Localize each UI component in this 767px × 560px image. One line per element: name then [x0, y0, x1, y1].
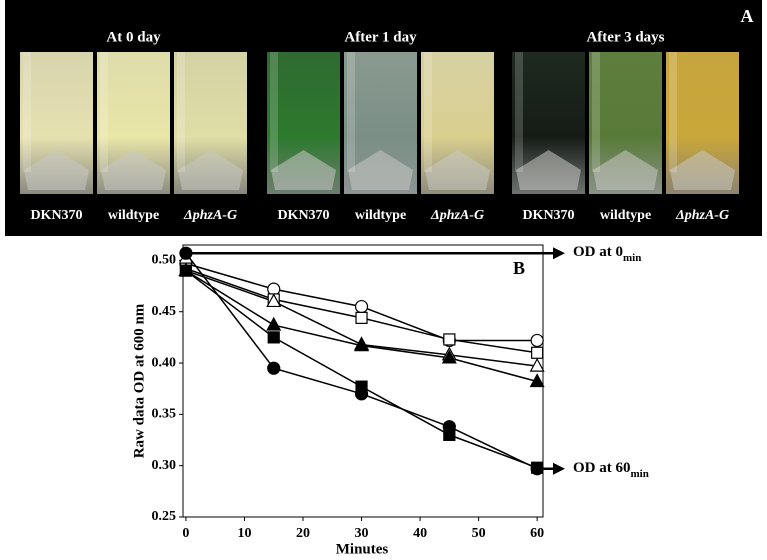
x-tick-label: 60	[530, 526, 544, 541]
marker	[531, 346, 544, 359]
tube-glass	[23, 52, 31, 172]
group-title: After 1 day	[344, 29, 417, 45]
tube-glass	[515, 52, 523, 172]
y-tick-label: 0.35	[152, 407, 177, 422]
y-tick-label: 0.25	[152, 509, 177, 524]
panel-label: A	[741, 6, 754, 26]
annotation: OD at 0min	[573, 245, 641, 264]
arrow-head	[553, 247, 565, 260]
tube-label: DKN370	[522, 208, 574, 223]
group-title: After 3 days	[586, 29, 664, 45]
y-axis-label: Raw data OD at 600 nm	[131, 303, 147, 458]
marker	[267, 331, 280, 344]
marker	[530, 333, 544, 348]
annotation-text: OD at 0	[573, 245, 623, 261]
marker	[529, 357, 545, 372]
tube-label: wildtype	[355, 208, 406, 223]
y-tick-label: 0.40	[152, 355, 177, 370]
tube-bottom	[593, 150, 658, 190]
marker	[266, 293, 282, 308]
tube-glass	[177, 52, 185, 172]
y-tick-label: 0.50	[152, 253, 177, 268]
tube-glass	[424, 52, 432, 172]
tube-label: wildtype	[108, 208, 159, 223]
tube-bottom	[670, 150, 735, 190]
marker	[355, 311, 368, 324]
x-tick-label: 30	[355, 526, 369, 541]
marker	[441, 349, 457, 364]
x-tick-label: 50	[472, 526, 486, 541]
x-tick-label: 40	[413, 526, 427, 541]
x-tick-label: 0	[182, 526, 189, 541]
series-line	[185, 252, 538, 470]
y-tick-label: 0.45	[152, 304, 177, 319]
tube-bottom	[348, 150, 413, 190]
annotation-subscript: min	[631, 467, 649, 479]
panel-label: B	[513, 258, 525, 278]
annotation-text: OD at 60	[573, 460, 631, 476]
marker	[179, 264, 193, 277]
tube-glass	[669, 52, 677, 172]
x-tick-label: 10	[237, 526, 251, 541]
plot-frame	[182, 244, 544, 518]
arrow-head	[553, 462, 565, 475]
tube-label: ΔphzA-G	[430, 208, 484, 223]
marker	[266, 316, 282, 331]
group-title: At 0 day	[106, 29, 161, 45]
marker	[267, 361, 281, 375]
marker	[354, 387, 369, 401]
tube-bottom	[516, 150, 581, 190]
annotation: OD at 60min	[573, 460, 649, 479]
marker	[354, 337, 370, 352]
annotation-subscript: min	[623, 252, 641, 264]
marker	[443, 333, 456, 346]
tube-label: wildtype	[600, 208, 651, 223]
tube-bottom	[24, 150, 89, 190]
tube-glass	[347, 52, 355, 172]
tube-bottom	[425, 150, 490, 190]
tube-glass	[592, 52, 600, 172]
y-tick-label: 0.30	[152, 458, 177, 473]
marker	[529, 373, 545, 388]
x-tick-label: 20	[296, 526, 310, 541]
tube-bottom	[178, 150, 243, 190]
tube-label: DKN370	[30, 208, 82, 223]
tube-bottom	[271, 150, 336, 190]
tube-glass	[100, 52, 108, 172]
tube-label: ΔphzA-G	[183, 208, 237, 223]
tube-bottom	[101, 150, 166, 190]
marker	[442, 420, 456, 434]
tube-glass	[270, 52, 278, 172]
tube-label: DKN370	[277, 208, 329, 223]
tube-label: ΔphzA-G	[675, 208, 729, 223]
x-axis-label: Minutes	[336, 541, 389, 557]
marker	[354, 299, 369, 314]
